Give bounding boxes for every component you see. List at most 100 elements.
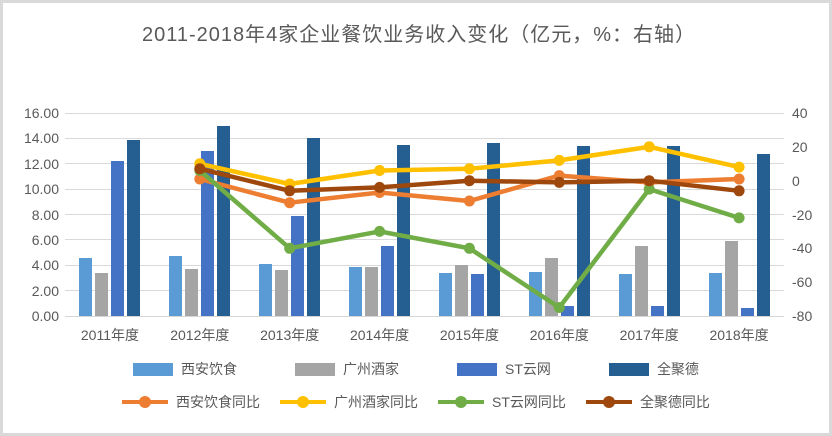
marker-st-yunwang-yoy	[463, 242, 475, 254]
bar-guangzhou-jiujia	[275, 270, 289, 316]
right-axis-tick-label: -60	[792, 274, 813, 291]
gridline	[65, 112, 784, 114]
legend-label: 广州酒家同比	[334, 394, 419, 410]
legend-swatch-icon	[295, 362, 336, 376]
legend-item-st-yunwang-yoy: ST云网同比	[438, 392, 566, 412]
right-axis-tick-label: -20	[792, 206, 813, 223]
bar-st-yunwang	[291, 215, 305, 316]
right-axis-tick-label: 0	[792, 172, 800, 189]
legend-item-guangzhou-jiujia: 广州酒家	[295, 359, 399, 379]
bar-quanjude	[217, 125, 231, 316]
legend-item-quanjude: 全聚德	[608, 359, 699, 379]
left-axis-tick-label: 0.00	[31, 308, 59, 324]
legend-line-marker-icon	[122, 396, 169, 408]
bar-quanjude	[397, 144, 411, 316]
legend: 西安饮食 广州酒家 ST云网 全聚德 西安饮食同比 广州酒家同比 ST云网同比 全聚德同比	[3, 359, 829, 412]
bar-guangzhou-jiujia	[454, 265, 468, 316]
bar-st-yunwang	[201, 151, 215, 316]
legend-line-dot	[455, 396, 468, 408]
bar-st-yunwang	[650, 305, 664, 316]
right-axis-tick-label: 20	[792, 138, 808, 155]
bar-quanjude	[756, 153, 770, 316]
bar-xian-yinshi	[349, 266, 363, 316]
legend-item-quanjude-yoy: 全聚德同比	[585, 392, 710, 412]
bar-xian-yinshi	[438, 272, 452, 316]
legend-label: ST云网同比	[492, 394, 566, 410]
x-axis-label: 2013年度	[260, 327, 320, 343]
bar-guangzhou-jiujia	[724, 241, 738, 316]
left-axis-tick-label: 8.00	[31, 206, 59, 223]
left-axis-tick-label: 4.00	[31, 257, 59, 274]
legend-line-marker-icon	[585, 396, 632, 408]
legend-swatch-icon	[457, 362, 498, 376]
left-axis-tick-label: 14.00	[23, 130, 59, 147]
marker-guangzhou-jiujia-yoy	[643, 141, 655, 153]
bar-xian-yinshi	[708, 272, 722, 316]
legend-label: 西安饮食	[181, 361, 238, 377]
bar-xian-yinshi	[618, 274, 632, 316]
marker-quanjude-yoy	[553, 176, 565, 188]
legend-item-xian-yinshi: 西安饮食	[133, 359, 237, 379]
right-axis-tick-label: -40	[792, 240, 813, 257]
gridline	[65, 315, 784, 317]
bar-guangzhou-jiujia	[365, 266, 379, 316]
x-axis-label: 2012年度	[170, 327, 230, 343]
marker-quanjude-yoy	[733, 185, 745, 197]
marker-quanjude-yoy	[284, 185, 296, 197]
bar-guangzhou-jiujia	[544, 257, 558, 316]
legend-line-dot	[297, 396, 310, 408]
chart-stage: 2011-2018年4家企业餐饮业务收入变化（亿元，%：右轴） 16.00 14.…	[3, 3, 829, 433]
marker-st-yunwang-yoy	[374, 225, 386, 237]
bar-st-yunwang	[111, 161, 125, 316]
bar-guangzhou-jiujia	[185, 269, 199, 316]
chart-title: 2011-2018年4家企业餐饮业务收入变化（亿元，%：右轴）	[141, 24, 697, 46]
legend-line-marker-icon	[280, 396, 327, 408]
legend-swatch-icon	[608, 362, 649, 376]
legend-row-lines: 西安饮食同比 广州酒家同比 ST云网同比 全聚德同比	[122, 392, 710, 412]
marker-quanjude-yoy	[463, 175, 475, 187]
bar-quanjude	[576, 145, 590, 316]
x-axis-label: 2015年度	[439, 327, 500, 343]
left-axis-tick-label: 16.00	[23, 105, 59, 121]
line-guangzhou-jiujia-yoy	[197, 144, 742, 187]
left-axis-tick-label: 10.00	[23, 181, 59, 198]
marker-quanjude-yoy	[643, 175, 655, 187]
bar-quanjude	[486, 143, 500, 316]
x-axis-label: 2017年度	[619, 327, 679, 343]
legend-label: 全聚德	[656, 361, 699, 377]
x-axis-label: 2014年度	[349, 327, 410, 343]
bar-guangzhou-jiujia	[634, 246, 648, 316]
bar-quanjude	[127, 139, 141, 316]
line-quanjude-yoy	[197, 166, 742, 194]
marker-guangzhou-jiujia-yoy	[374, 165, 386, 176]
bar-st-yunwang	[560, 305, 574, 316]
legend-label: ST云网	[505, 361, 551, 377]
bar-xian-yinshi	[259, 263, 273, 316]
right-axis-tick-label: 40	[792, 105, 808, 121]
x-axis-label: 2011年度	[80, 327, 139, 343]
marker-xian-yinshi-yoy	[733, 173, 745, 185]
left-axis-tick-label: 12.00	[23, 155, 59, 172]
legend-label: 广州酒家	[343, 361, 400, 377]
bar-quanjude	[307, 138, 321, 316]
legend-label: 西安饮食同比	[176, 394, 261, 410]
legend-line-marker-icon	[438, 396, 485, 408]
legend-item-xian-yinshi-yoy: 西安饮食同比	[122, 392, 260, 412]
gridline	[65, 137, 784, 139]
bar-st-yunwang	[470, 274, 484, 316]
legend-item-st-yunwang: ST云网	[457, 359, 551, 379]
bar-guangzhou-jiujia	[95, 272, 109, 316]
marker-xian-yinshi-yoy	[643, 176, 655, 188]
bar-xian-yinshi	[169, 256, 183, 316]
legend-line-dot	[602, 396, 615, 408]
bar-st-yunwang	[381, 246, 395, 316]
bar-xian-yinshi	[79, 257, 93, 316]
x-axis-label: 2016年度	[529, 327, 589, 343]
legend-line-dot	[139, 396, 152, 408]
left-axis-tick-label: 6.00	[31, 231, 59, 248]
left-axis-tick-label: 2.00	[31, 282, 59, 299]
legend-label: 全聚德同比	[639, 394, 710, 410]
marker-xian-yinshi-yoy	[284, 197, 296, 209]
bar-xian-yinshi	[528, 271, 542, 316]
